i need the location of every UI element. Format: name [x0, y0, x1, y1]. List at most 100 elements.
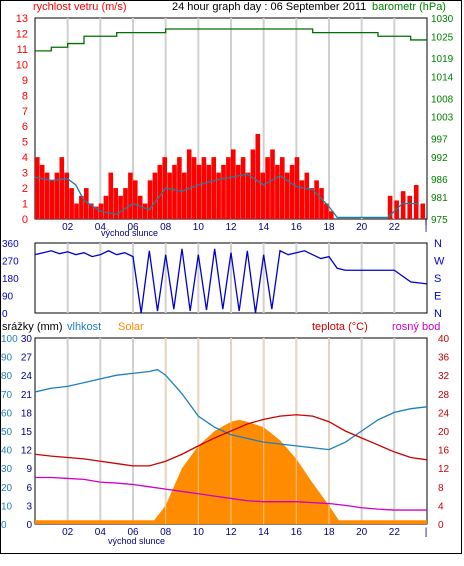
humidity-axis-title: vlhkost — [67, 321, 101, 333]
wind-bar — [64, 172, 69, 219]
rain-tick-label: 0 — [1, 520, 7, 531]
wind-bar — [265, 157, 270, 219]
avg-wind-line — [34, 173, 419, 219]
rain-tick-label: 60 — [1, 408, 13, 419]
temperature-line — [34, 414, 428, 467]
wind-bar — [49, 180, 55, 219]
wind-bar — [201, 157, 207, 219]
wind-bar — [137, 195, 143, 219]
wind-bar — [196, 164, 202, 219]
humidity-tick-label: 18 — [21, 408, 33, 419]
wind-bar — [284, 172, 290, 219]
wind-bar — [299, 180, 305, 219]
wind-bar — [157, 164, 163, 219]
wind-bar — [270, 149, 275, 219]
wind-bar — [54, 172, 60, 219]
x-tick-label: 04 — [95, 222, 107, 233]
wind-axis-title: rychlost vetru (m/s) — [33, 1, 127, 13]
wind-bar — [79, 195, 84, 219]
humidity-tick-label: 24 — [21, 371, 33, 382]
humidity-tick-label: 12 — [21, 446, 33, 457]
wind-bar — [235, 164, 241, 219]
humidity-tick-label: 6 — [26, 483, 32, 494]
humidity-tick-label: 21 — [21, 390, 33, 401]
x-tick-label: 14 — [258, 222, 270, 233]
right-tick-label: 1019 — [431, 54, 454, 65]
wind-bar — [93, 206, 99, 219]
wind-pressure-panel: 02 04 06 08 10 12 14 16 18 20 22 |01234567891011121… — [16, 13, 454, 233]
wind-bar — [289, 164, 295, 219]
wind-bar — [255, 133, 261, 219]
x-tick-label: 08 — [160, 222, 172, 233]
rain-tick-label: 90 — [1, 353, 13, 364]
temperature-tick-label: 24 — [438, 408, 450, 419]
left-tick-label: 12 — [16, 28, 28, 40]
wind-bar — [147, 180, 153, 219]
x-tick-label: 02 — [62, 527, 74, 538]
dewpoint-axis-title: rosný bod — [392, 321, 440, 333]
temperature-axis-title: teplota (°C) — [312, 321, 368, 333]
barometer-axis-title: barometr (hPa) — [372, 1, 446, 13]
humidity-tick-label: 27 — [21, 353, 33, 364]
right-tick-label: 986 — [431, 175, 448, 186]
wind-bar — [118, 195, 123, 219]
direction-tick-label: 270 — [2, 257, 19, 268]
wind-bar — [133, 180, 138, 219]
x-tick-label: 02 — [62, 222, 74, 233]
wind-bar — [108, 172, 114, 219]
x-tick-label: 22 — [389, 222, 401, 233]
wind-bar — [294, 157, 300, 219]
x-tick-label: 16 — [291, 222, 303, 233]
wind-bar — [172, 164, 177, 219]
right-tick-label: 1014 — [431, 72, 454, 83]
x-tick-label: 12 — [225, 222, 237, 233]
wind-bar — [103, 195, 109, 219]
temperature-tick-label: 16 — [438, 446, 450, 457]
solar-axis-title: Solar — [118, 321, 144, 333]
x-tick-label: 10 — [193, 527, 205, 538]
x-tick-label: 06 — [127, 222, 139, 233]
rain-tick-label: 20 — [1, 483, 13, 494]
left-tick-label: 13 — [16, 13, 28, 25]
wind-bar — [319, 188, 324, 219]
wind-bar — [39, 164, 45, 219]
wind-bar — [84, 188, 89, 219]
x-end-marker: | — [425, 527, 428, 538]
wind-bar — [324, 203, 329, 219]
sunrise-label-top: východ slunce — [101, 228, 158, 238]
x-tick-label: 06 — [127, 527, 139, 538]
temperature-tick-label: 0 — [438, 520, 444, 531]
wind-direction-line — [34, 248, 428, 314]
temperature-tick-label: 40 — [438, 334, 450, 345]
right-tick-label: 997 — [431, 135, 448, 146]
rain-tick-label: 30 — [1, 464, 13, 475]
wind-bar — [152, 172, 158, 219]
x-tick-label: 04 — [95, 527, 107, 538]
wind-bar — [35, 157, 40, 219]
x-tick-label: 12 — [225, 527, 237, 538]
wind-bar — [191, 157, 197, 219]
left-tick-label: 0 — [22, 214, 28, 226]
wind-bar — [142, 203, 148, 219]
wind-bar — [226, 157, 231, 219]
wind-bar — [231, 149, 236, 219]
x-tick-label: 08 — [160, 527, 172, 538]
direction-tick-label: 360 — [2, 239, 19, 250]
wind-bar — [221, 164, 226, 219]
chart-title: 24 hour graph day : 06 September 2011 — [172, 1, 366, 13]
dewpoint-line — [35, 476, 427, 511]
sunrise-label-bottom: východ slunce — [108, 536, 165, 546]
temperature-tick-label: 36 — [438, 353, 450, 364]
compass-tick-label: E — [434, 291, 441, 303]
wind-bar — [177, 157, 182, 219]
left-tick-label: 5 — [22, 137, 28, 149]
direction-tick-label: 180 — [2, 274, 19, 285]
wind-bar — [59, 157, 65, 219]
left-tick-label: 3 — [22, 168, 28, 180]
chart-frame — [0, 0, 462, 554]
wind-bar — [245, 172, 251, 219]
wind-bar — [128, 172, 133, 219]
wind-bar — [182, 172, 187, 219]
